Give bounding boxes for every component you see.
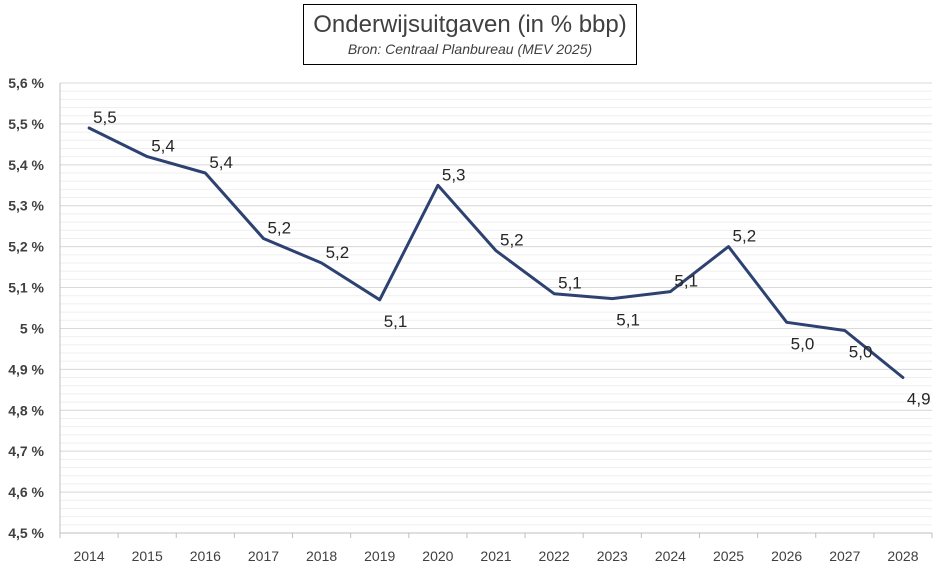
y-tick-label: 5 % xyxy=(20,320,45,336)
x-tick-label: 2020 xyxy=(422,548,453,564)
data-label: 5,4 xyxy=(209,153,233,172)
y-tick-label: 5,2 % xyxy=(8,239,44,255)
x-tick-label: 2026 xyxy=(771,548,802,564)
data-label: 5,3 xyxy=(442,165,466,184)
y-tick-label: 5,1 % xyxy=(8,280,44,296)
x-tick-label: 2024 xyxy=(655,548,686,564)
axis-layer: 5,6 % 5,5 % 5,4 % 5,3 % 5,2 % 5,1 % 5 % 4,9 % 4,… xyxy=(8,75,933,564)
x-tick-label: 2028 xyxy=(887,548,918,564)
series-line xyxy=(87,126,905,379)
x-tick-label: 2015 xyxy=(132,548,163,564)
data-label: 5,2 xyxy=(500,231,524,250)
x-tick-label: 2027 xyxy=(829,548,860,564)
y-tick-label: 5,5 % xyxy=(8,116,44,132)
data-label: 5,1 xyxy=(384,312,408,331)
x-tick-label: 2014 xyxy=(73,548,104,564)
data-label-layer: 5,5 5,4 5,4 5,2 5,2 5,1 5,3 5,2 5,1 5,1 5,1 5,2 5,0 5… xyxy=(93,108,931,409)
y-tick-label: 4,5 % xyxy=(8,525,44,541)
y-tick-label: 4,6 % xyxy=(8,484,44,500)
x-tick-label: 2022 xyxy=(539,548,570,564)
data-label: 5,1 xyxy=(616,311,640,330)
y-tick-label: 4,8 % xyxy=(8,402,44,418)
data-label: 5,2 xyxy=(326,243,350,262)
data-label: 5,0 xyxy=(791,334,815,353)
data-label: 5,1 xyxy=(674,272,698,291)
data-label: 5,1 xyxy=(558,274,582,293)
y-tick-label: 4,9 % xyxy=(8,361,44,377)
x-tick-label: 2016 xyxy=(190,548,221,564)
x-tick-label: 2021 xyxy=(480,548,511,564)
chart-subtitle: Bron: Centraal Planbureau (MEV 2025) xyxy=(347,41,593,57)
y-tick-label: 5,3 % xyxy=(8,198,44,214)
series-layer xyxy=(87,126,905,379)
x-tick-label: 2019 xyxy=(364,548,395,564)
x-tick-label: 2025 xyxy=(713,548,744,564)
y-tick-label: 5,4 % xyxy=(8,157,44,173)
chart-title: Onderwijsuitgaven (in % bbp) xyxy=(313,11,627,38)
x-tick-label: 2023 xyxy=(597,548,628,564)
x-tick-label: 2018 xyxy=(306,548,337,564)
x-tick-label: 2017 xyxy=(248,548,279,564)
y-tick-label: 4,7 % xyxy=(8,443,44,459)
data-label: 5,4 xyxy=(151,137,175,156)
chart-title-box: Onderwijsuitgaven (in % bbp) Bron: Centr… xyxy=(303,4,637,65)
y-tick-label: 5,6 % xyxy=(8,75,44,91)
data-label: 5,0 xyxy=(849,343,873,362)
grid-layer xyxy=(60,82,932,534)
data-label: 4,9 xyxy=(907,390,931,409)
data-label: 5,2 xyxy=(267,218,291,237)
data-label: 5,2 xyxy=(733,227,757,246)
data-label: 5,5 xyxy=(93,108,117,127)
